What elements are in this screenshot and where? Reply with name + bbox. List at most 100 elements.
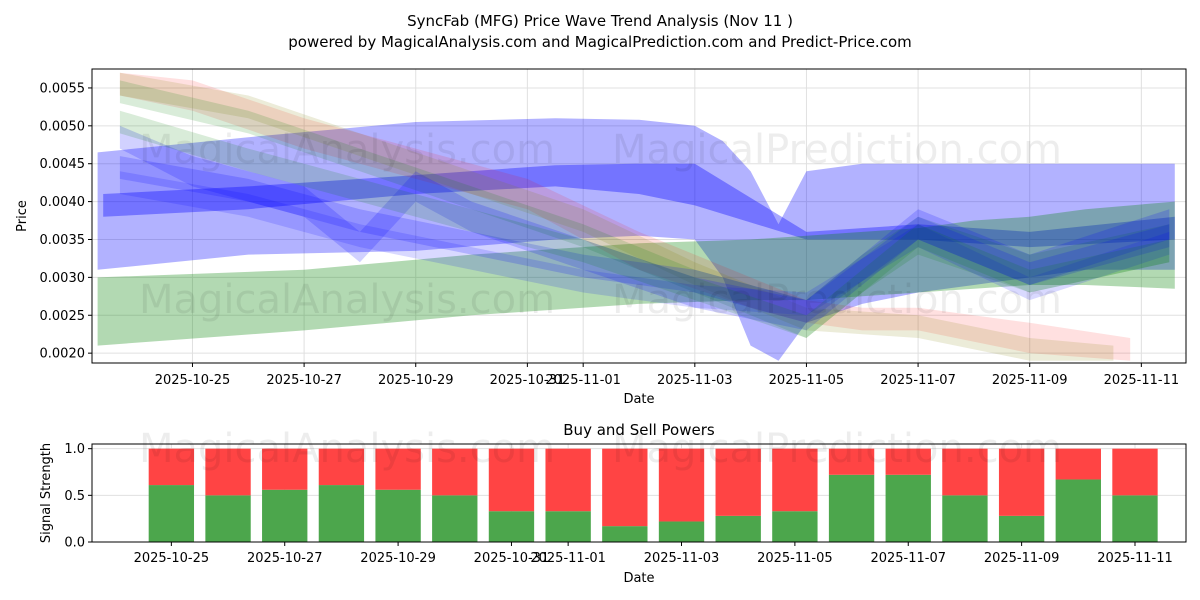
band-red-decline [119,72,1131,361]
band-blue-wave-2 [119,156,1170,323]
price-x-axis-label: Date [623,392,654,407]
buy-bar-1 [205,495,251,542]
sell-bar-5 [432,448,478,496]
buy-sell-x-tick-label-9: 2025-11-11 [1097,551,1173,566]
sell-bar-4 [375,448,421,490]
buy-bar-2 [262,489,308,542]
sell-bar-16 [1055,448,1101,480]
price-y-tick-label-6: 0.0050 [40,119,86,134]
price-y-tick-label-4: 0.0040 [40,195,86,210]
price-plot-frame [91,68,1187,364]
buy-sell-x-tick-label-0: 2025-10-25 [134,551,210,566]
price-x-tick-label-4: 2025-11-01 [545,373,621,388]
buy-sell-chart: Buy and Sell Powers MagicalAnalysis.com … [39,421,1187,586]
band-blue-wide [97,118,1175,361]
price-x-tick-label-8: 2025-11-09 [992,373,1068,388]
buy-bar-10 [715,515,761,542]
band-blue-wave-1 [119,125,1170,331]
buy-sell-y-tick-label-0: 0.0 [64,536,85,551]
buy-sell-x-tick-label-8: 2025-11-09 [984,551,1060,566]
band-blue-mid [103,163,1175,248]
buy-bar-0 [148,485,195,542]
sell-bar-14 [942,448,988,496]
band-green-decline [119,80,1170,339]
price-x-tick-label-3: 2025-10-31 [490,373,566,388]
price-y-tick-label-5: 0.0045 [40,157,86,172]
sell-bar-15 [998,448,1045,516]
price-y-tick-label-0: 0.0020 [40,347,86,362]
price-y-axis-label: Price [15,200,30,232]
figure-subtitle: powered by MagicalAnalysis.com and Magic… [288,33,912,51]
sell-bar-13 [885,448,931,475]
buy-sell-x-tick-label-4: 2025-11-01 [530,551,606,566]
buy-bar-11 [772,511,818,542]
sell-bar-1 [205,448,251,496]
buy-bar-4 [375,489,421,542]
price-x-tick-label-9: 2025-11-11 [1104,373,1180,388]
buy-bar-17 [1112,495,1158,542]
sell-bar-17 [1112,448,1158,496]
watermark-prediction: MagicalPrediction.com [612,127,1062,173]
sell-bar-6 [488,448,535,512]
buy-sell-x-tick-label-5: 2025-11-03 [644,551,720,566]
buy-sell-x-axis: 2025-10-25 2025-10-27 2025-10-29 2025-10-31… [134,542,1173,566]
price-x-tick-label-5: 2025-11-03 [657,373,733,388]
buy-bar-12 [828,474,875,542]
buy-sell-x-tick-label-7: 2025-11-07 [870,551,946,566]
buy-sell-bars [148,448,1158,542]
sell-bar-8 [602,448,648,527]
buy-sell-x-tick-label-2: 2025-10-29 [360,551,436,566]
buy-sell-x-axis-label: Date [623,571,654,586]
sell-bar-11 [772,448,818,512]
band-blue-wave-3 [119,171,1170,316]
buy-bar-16 [1055,479,1101,542]
price-y-tick-label-2: 0.0030 [40,271,86,286]
watermark-analysis-2: MagicalAnalysis.com [139,277,555,323]
watermark-bottom-analysis: MagicalAnalysis.com [139,426,555,472]
buy-sell-title: Buy and Sell Powers [563,421,715,439]
buy-sell-plot-frame [91,443,1187,543]
price-wave-chart: MagicalAnalysis.com MagicalPrediction.co… [15,68,1187,407]
watermark-prediction-2: MagicalPrediction.com [612,277,1062,323]
price-grid [92,69,1186,363]
buy-bar-14 [942,495,988,542]
watermark-bottom-prediction: MagicalPrediction.com [612,426,1062,472]
sell-bar-0 [148,448,195,486]
buy-bar-9 [658,521,705,542]
price-y-tick-label-3: 0.0035 [40,233,86,248]
price-x-tick-label-0: 2025-10-25 [155,373,231,388]
watermark-analysis: MagicalAnalysis.com [139,127,555,173]
price-y-tick-label-1: 0.0025 [40,309,86,324]
price-x-tick-label-7: 2025-11-07 [880,373,956,388]
price-x-tick-label-6: 2025-11-05 [769,373,845,388]
band-olive-decline [119,72,1114,361]
price-x-axis: 2025-10-25 2025-10-27 2025-10-29 2025-10-31… [155,363,1179,388]
price-x-tick-label-1: 2025-10-27 [266,373,342,388]
band-green-wide [97,201,1175,346]
buy-sell-y-axis: 0.0 0.5 1.0 [64,442,92,551]
sell-bar-3 [318,448,365,486]
buy-bar-13 [885,474,931,542]
figure-title: SyncFab (MFG) Price Wave Trend Analysis … [407,12,793,30]
buy-sell-y-tick-label-1: 0.5 [64,489,85,504]
price-y-tick-label-7: 0.0055 [40,81,86,96]
sell-bar-7 [545,448,591,512]
buy-bar-8 [602,526,648,542]
price-x-tick-label-2: 2025-10-29 [378,373,454,388]
price-bands [97,72,1175,361]
buy-bar-3 [318,485,365,542]
buy-sell-x-tick-label-6: 2025-11-05 [757,551,833,566]
price-watermarks: MagicalAnalysis.com MagicalPrediction.co… [139,127,1062,323]
buy-bar-7 [545,511,591,542]
sell-bar-9 [658,448,705,522]
sell-bar-12 [828,448,875,475]
buy-bar-15 [998,515,1045,542]
buy-sell-x-tick-label-1: 2025-10-27 [247,551,323,566]
buy-sell-x-tick-label-3: 2025-10-31 [474,551,550,566]
buy-sell-y-tick-label-2: 1.0 [64,442,85,457]
buy-bar-6 [488,511,535,542]
sell-bar-10 [715,448,761,516]
buy-sell-y-axis-label: Signal Strength [39,443,54,543]
buy-bar-5 [432,495,478,542]
